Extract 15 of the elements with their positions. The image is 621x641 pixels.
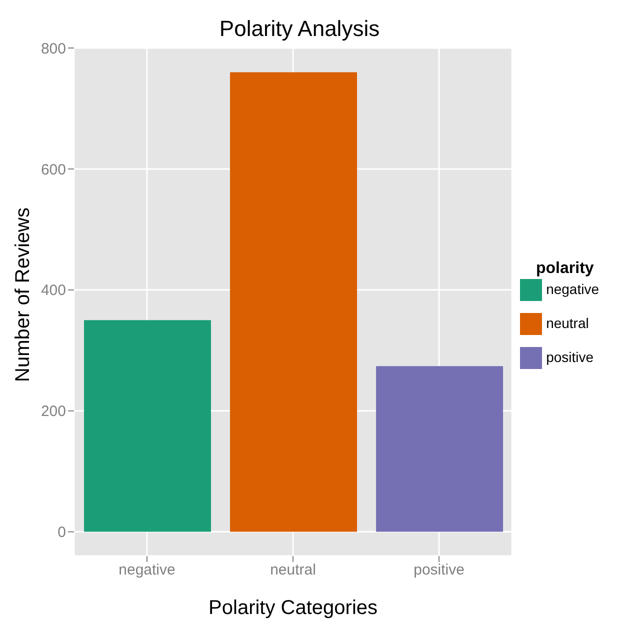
chart-title: Polarity Analysis bbox=[218, 16, 381, 42]
y-tick-label: 400 bbox=[40, 282, 66, 300]
legend-label: positive bbox=[546, 349, 594, 365]
y-tick-label: 200 bbox=[40, 403, 66, 420]
y-tick-label: 0 bbox=[58, 524, 66, 542]
y-tick-label: 600 bbox=[40, 161, 66, 178]
legend-title: polarity bbox=[536, 260, 594, 278]
legend-label: negative bbox=[546, 281, 599, 297]
x-tick-label: neutral bbox=[270, 562, 316, 579]
x-tick-label: positive bbox=[414, 562, 464, 579]
x-tick-label: negative bbox=[118, 562, 176, 579]
x-axis-title: Polarity Categories bbox=[208, 597, 378, 619]
y-tick-label: 800 bbox=[40, 40, 66, 58]
legend-label: neutral bbox=[546, 315, 589, 331]
y-axis-title: Number of Reviews bbox=[12, 207, 34, 382]
